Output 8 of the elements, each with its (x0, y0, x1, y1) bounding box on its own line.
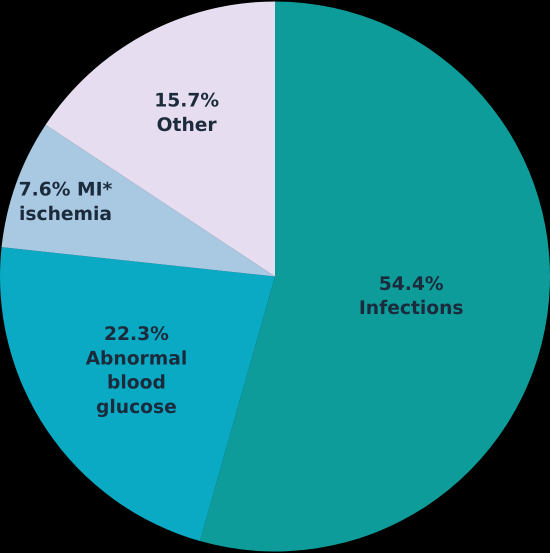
data-label: 15.7% (154, 90, 220, 112)
slice-label: Infections (358, 298, 464, 320)
slice-label: Other (156, 114, 218, 136)
pie-slice (0, 247, 275, 542)
slice-label: Abnormal blood glucose (86, 348, 188, 418)
data-label: 54.4% (378, 274, 444, 295)
data-label: 22.3% (104, 324, 170, 346)
slice-label: 7.6% MI* ischemia (18, 180, 113, 225)
